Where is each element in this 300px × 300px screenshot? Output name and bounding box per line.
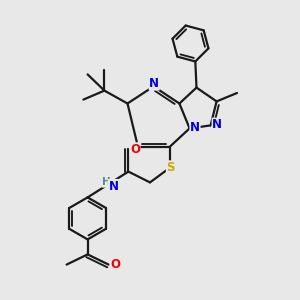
Text: N: N [190, 121, 200, 134]
Text: N: N [149, 77, 159, 90]
Text: O: O [130, 143, 140, 156]
Text: N: N [108, 179, 118, 193]
Text: N: N [212, 118, 222, 131]
Text: S: S [167, 161, 175, 174]
Text: O: O [110, 257, 120, 271]
Text: H: H [102, 177, 111, 187]
